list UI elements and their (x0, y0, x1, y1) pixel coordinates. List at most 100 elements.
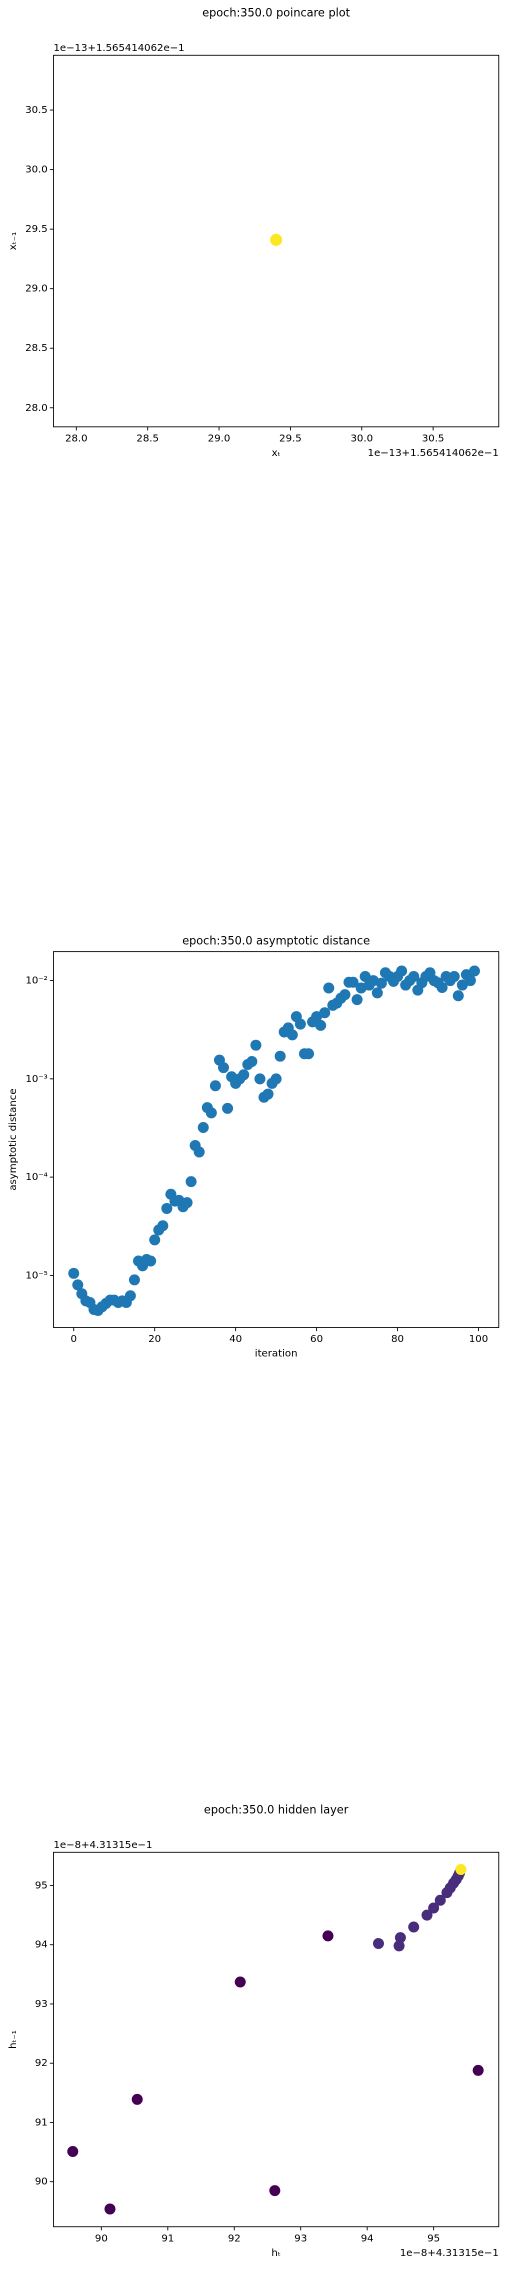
data-point (68, 1267, 80, 1279)
data-point (394, 1932, 406, 1944)
x-tick-label: 80 (391, 1334, 404, 1345)
data-point (218, 1062, 230, 1074)
data-point (250, 1039, 262, 1051)
data-point (185, 1176, 197, 1188)
data-point (359, 970, 371, 982)
plot-frame (53, 54, 500, 428)
y-tick-label: 30.5 (25, 105, 48, 116)
data-point (67, 2145, 79, 2157)
chart-title: epoch:350.0 hidden layer (204, 1803, 349, 1816)
y-tick-label: 92 (35, 2058, 48, 2069)
y-tick-label: 10⁻⁴ (25, 1172, 47, 1183)
x-tick-label: 0 (71, 1334, 77, 1345)
x-tick-label: 40 (229, 1334, 242, 1345)
data-point (131, 2093, 143, 2105)
data-point (455, 1863, 467, 1875)
data-point (468, 965, 480, 977)
data-point (104, 2203, 116, 2215)
data-point (262, 1088, 274, 1100)
data-point (254, 1073, 266, 1085)
y-tick-label: 91 (35, 2117, 48, 2128)
x-axis-label: hₜ (271, 2248, 280, 2259)
x-tick-label: 90 (95, 2233, 108, 2244)
x-tick-label: 28.0 (65, 433, 88, 444)
x-tick-label: 92 (228, 2233, 241, 2244)
chart-title: epoch:350.0 poincare plot (202, 6, 350, 19)
data-point (181, 1197, 193, 1209)
data-point (448, 970, 460, 982)
data-point (408, 1921, 420, 1933)
data-point (371, 987, 383, 999)
x-tick-label: 91 (161, 2233, 174, 2244)
data-point (286, 1029, 298, 1041)
data-point (351, 994, 363, 1006)
x-tick-label: 29.5 (279, 433, 302, 444)
y-axis-label: xₜ₋₁ (8, 232, 19, 250)
data-point (269, 2185, 281, 2197)
data-point (234, 1976, 246, 1988)
plot-frame (53, 951, 500, 1328)
data-point (372, 1938, 384, 1950)
data-point (128, 1274, 140, 1286)
y-tick-label: 10⁻³ (25, 1074, 47, 1085)
x-tick-label: 28.5 (136, 433, 159, 444)
data-point (157, 1220, 169, 1232)
y-tick-label: 94 (35, 1940, 48, 1951)
x-tick-label: 20 (148, 1334, 161, 1345)
y-tick-label: 90 (35, 2177, 48, 2188)
data-point (315, 1019, 327, 1031)
y-offset-label: 1e−8+4.31315e−1 (53, 1840, 152, 1851)
y-tick-label: 30.0 (25, 165, 48, 176)
x-axis-label: iteration (255, 1349, 298, 1360)
x-tick-label: 30.5 (422, 433, 445, 444)
x-tick-label: 93 (294, 2233, 307, 2244)
data-point (434, 1894, 446, 1906)
data-point (322, 1930, 334, 1942)
data-point (436, 982, 448, 993)
data-point (161, 1202, 173, 1214)
x-tick-label: 95 (427, 2233, 440, 2244)
data-point (464, 975, 476, 987)
data-point (270, 233, 283, 246)
data-point (145, 1255, 157, 1267)
data-point (375, 977, 387, 989)
data-point (246, 1056, 258, 1068)
data-point (408, 970, 420, 982)
data-point (339, 989, 351, 1001)
y-tick-label: 28.5 (25, 343, 48, 354)
data-point (124, 1290, 136, 1302)
y-tick-label: 93 (35, 1999, 48, 2010)
data-point (72, 1279, 84, 1291)
y-tick-label: 10⁻⁵ (25, 1270, 47, 1281)
data-point (319, 1007, 331, 1019)
data-point (323, 982, 335, 994)
x-tick-label: 100 (469, 1334, 488, 1345)
data-point (347, 976, 359, 988)
data-point (303, 1048, 315, 1060)
y-axis-label: hₜ₋₁ (8, 2030, 19, 2049)
data-point (270, 1073, 282, 1085)
data-point (205, 1107, 217, 1119)
y-tick-label: 29.5 (25, 224, 48, 235)
data-point (428, 1902, 440, 1914)
x-tick-label: 60 (310, 1334, 323, 1345)
x-axis-label: xₜ (272, 448, 281, 459)
data-point (294, 1018, 306, 1030)
data-point (197, 1121, 209, 1133)
data-point (238, 1069, 250, 1081)
data-point (421, 1909, 433, 1921)
data-point (452, 990, 464, 1002)
y-offset-label: 1e−13+1.565414062e−1 (53, 43, 184, 54)
data-point (396, 965, 408, 977)
data-point (274, 1050, 286, 1062)
y-tick-label: 28.0 (25, 403, 48, 414)
plot-frame (53, 1851, 500, 2228)
data-point (149, 1234, 161, 1246)
x-offset-label: 1e−8+4.31315e−1 (400, 2248, 499, 2259)
data-point (222, 1102, 234, 1114)
x-tick-label: 94 (361, 2233, 374, 2244)
y-tick-label: 29.0 (25, 284, 48, 295)
y-tick-label: 10⁻² (25, 976, 47, 987)
